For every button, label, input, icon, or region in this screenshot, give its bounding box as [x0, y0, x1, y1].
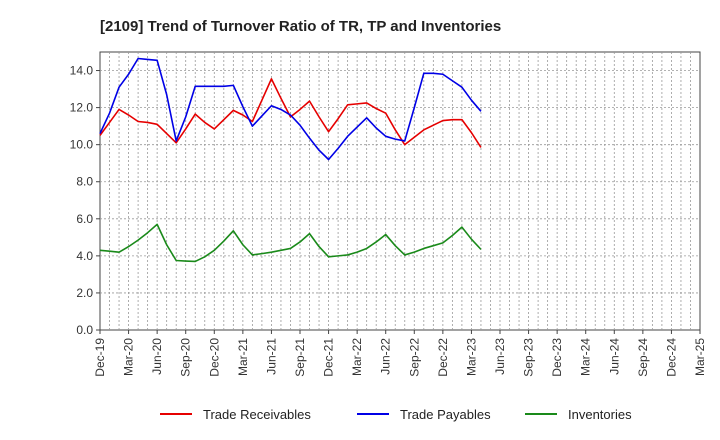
plot-area: [99, 51, 701, 331]
legend-label: Trade Receivables: [203, 407, 311, 422]
x-tick-label: Mar-25: [693, 338, 707, 376]
legend-label: Trade Payables: [400, 407, 491, 422]
x-tick-label: Jun-23: [493, 338, 507, 375]
legend: Trade Receivables Trade Payables Inventori…: [160, 407, 632, 422]
series-line-inventories: [99, 223, 482, 263]
x-tick-label: Mar-21: [236, 338, 250, 376]
series-line-trade-payables: [99, 57, 482, 161]
x-axis: Dec-19 Mar-20 Jun-20 Sep-20 Dec-20 Mar-21 Jun-…: [93, 330, 707, 377]
y-tick-label: 4.0: [76, 249, 93, 263]
x-tick-label: Mar-23: [464, 338, 478, 376]
x-tick-label: Jun-22: [379, 338, 393, 375]
x-tick-label: Dec-20: [207, 338, 221, 377]
series-layer: [99, 57, 482, 263]
grid-layer: [100, 52, 700, 330]
series-line-trade-receivables: [99, 78, 482, 148]
y-tick-label: 2.0: [76, 286, 93, 300]
y-tick-label: 0.0: [76, 323, 93, 337]
x-tick-label: Mar-22: [350, 338, 364, 376]
y-axis: 0.0 2.0 4.0 6.0 8.0 10.0 12.0 14.0: [70, 64, 100, 337]
legend-label: Inventories: [568, 407, 632, 422]
x-tick-label: Dec-19: [93, 338, 107, 377]
x-tick-label: Sep-21: [293, 338, 307, 377]
x-tick-label: Sep-24: [636, 338, 650, 377]
x-tick-label: Jun-21: [264, 338, 278, 375]
chart-title: [2109] Trend of Turnover Ratio of TR, TP…: [100, 18, 501, 35]
x-tick-label: Jun-20: [150, 338, 164, 375]
y-tick-label: 10.0: [70, 138, 94, 152]
x-tick-label: Dec-23: [550, 338, 564, 377]
y-tick-label: 8.0: [76, 175, 93, 189]
x-tick-label: Dec-21: [322, 338, 336, 377]
x-tick-label: Sep-22: [407, 338, 421, 377]
x-tick-label: Dec-24: [664, 338, 678, 377]
x-tick-label: Sep-20: [179, 338, 193, 377]
x-tick-label: Mar-20: [122, 338, 136, 376]
x-tick-label: Sep-23: [522, 338, 536, 377]
x-tick-label: Jun-24: [607, 338, 621, 375]
y-tick-label: 14.0: [70, 64, 94, 78]
y-tick-label: 6.0: [76, 212, 93, 226]
x-tick-label: Dec-22: [436, 338, 450, 377]
x-tick-label: Mar-24: [579, 338, 593, 376]
y-tick-label: 12.0: [70, 101, 94, 115]
